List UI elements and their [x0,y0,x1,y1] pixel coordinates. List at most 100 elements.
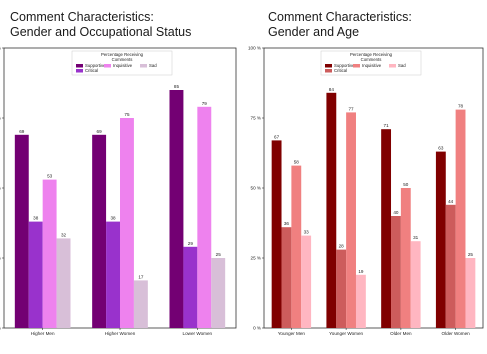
y-tick-label: 100 % [0,46,1,51]
legend-swatch [140,64,147,68]
legend-label: Supportive [85,63,106,68]
bar-value-label: 36 [284,221,290,226]
x-tick-label: Younger Women [329,331,363,336]
bar-value-label: 50 [403,182,409,187]
bar-critical [106,221,120,328]
legend-box [320,50,422,76]
legend-label: Sad [398,63,406,68]
bar-value-label: 75 [124,112,130,117]
y-tick-label: 75 % [251,116,261,121]
bar-value-label: 31 [413,235,419,240]
y-tick-label: 75 % [0,116,1,121]
y-tick-label: 0 % [0,326,1,331]
bar-value-label: 29 [188,241,194,246]
legend-label: Inquisitive [113,63,133,68]
bar-sad [355,274,366,328]
bar-sad [301,235,312,328]
bar-value-label: 28 [339,244,345,249]
bar-critical [445,204,456,328]
bar-inquisitive [455,109,466,328]
bar-sad [465,258,476,328]
bar-critical [28,221,43,328]
bar-value-label: 25 [216,252,222,257]
legend-label: Sad [149,63,157,68]
bar-supportive [14,134,29,328]
chart-title-line1: Comment Characteristics: [10,10,154,24]
bar-value-label: 71 [384,123,390,128]
bar-supportive [326,92,337,328]
bar-inquisitive [346,112,356,329]
bar-supportive [169,90,184,328]
legend-swatch [389,64,396,68]
bar-inquisitive [291,165,302,328]
x-tick-label: Older Women [441,331,470,336]
bar-inquisitive [400,188,411,328]
bar-value-label: 78 [458,104,464,109]
bar-value-label: 38 [33,216,39,221]
bar-sad [211,258,226,328]
bar-supportive [92,134,107,328]
chart-subtitle: Gender and Occupational Status [10,25,192,39]
bar-value-label: 44 [448,199,454,204]
bar-value-label: 32 [61,232,67,237]
bar-value-label: 85 [174,84,180,89]
bar-value-label: 53 [47,174,53,179]
bar-sad [133,280,148,328]
x-tick-label: Lower Women [183,331,213,336]
bar-value-label: 67 [274,134,280,139]
legend-title-line2: Comments [112,57,133,62]
legend-swatch [76,69,83,73]
x-tick-label: Younger Men [278,331,306,336]
chart-panel-1: 0 % 25 % 50 % 75 % 100 % 67 36 58 33 Younger Men 8… [248,46,484,336]
bar-value-label: 69 [19,129,25,134]
bar-critical [183,246,198,328]
bar-critical [391,216,401,328]
chart-panel-0: 0 % 25 % 50 % 75 % 100 % 69 38 53 32 Higher Men 69… [0,46,237,336]
legend-label: Critical [85,68,98,73]
x-tick-label: Higher Women [105,331,136,336]
bar-value-label: 79 [202,101,208,106]
y-tick-label: 50 % [251,186,261,191]
chart-title-line1: Comment Characteristics: [268,10,412,24]
y-tick-label: 50 % [0,186,1,191]
chart-title-occupational: Comment Characteristics: Gender and Occu… [10,10,191,40]
legend-swatch [353,64,360,68]
chart-subtitle: Gender and Age [268,25,360,39]
legend-swatch [76,64,83,68]
bar-value-label: 17 [138,274,144,279]
x-tick-label: Higher Men [31,331,55,336]
legend-label: Inquisitive [362,63,382,68]
bar-value-label: 40 [393,210,399,215]
bar-value-label: 69 [97,129,103,134]
bar-supportive [381,129,392,328]
legend-box [71,50,173,76]
bar-inquisitive [197,106,212,328]
legend-swatch [104,64,111,68]
bar-sad [410,241,421,328]
bar-value-label: 19 [358,269,364,274]
chart-title-age: Comment Characteristics: Gender and Age [268,10,412,40]
bar-supportive [271,140,282,328]
bar-inquisitive [42,179,57,328]
x-tick-label: Older Men [390,331,412,336]
bar-inquisitive [120,118,134,328]
bar-sad [56,238,71,328]
legend-title-line2: Comments [361,57,382,62]
bar-critical [336,249,347,328]
bar-value-label: 77 [348,106,354,111]
legend-swatch [325,69,332,73]
bar-value-label: 38 [110,216,116,221]
bar-supportive [435,151,446,328]
bar-value-label: 63 [438,146,444,151]
bar-value-label: 84 [329,87,335,92]
legend-swatch [325,64,332,68]
bar-value-label: 25 [468,252,474,257]
legend-label: Critical [334,68,347,73]
legend-title-line1: Percentage Receiving [101,52,144,57]
bar-critical [281,227,292,328]
y-tick-label: 25 % [251,256,261,261]
legend-title-line1: Percentage Receiving [350,52,393,57]
